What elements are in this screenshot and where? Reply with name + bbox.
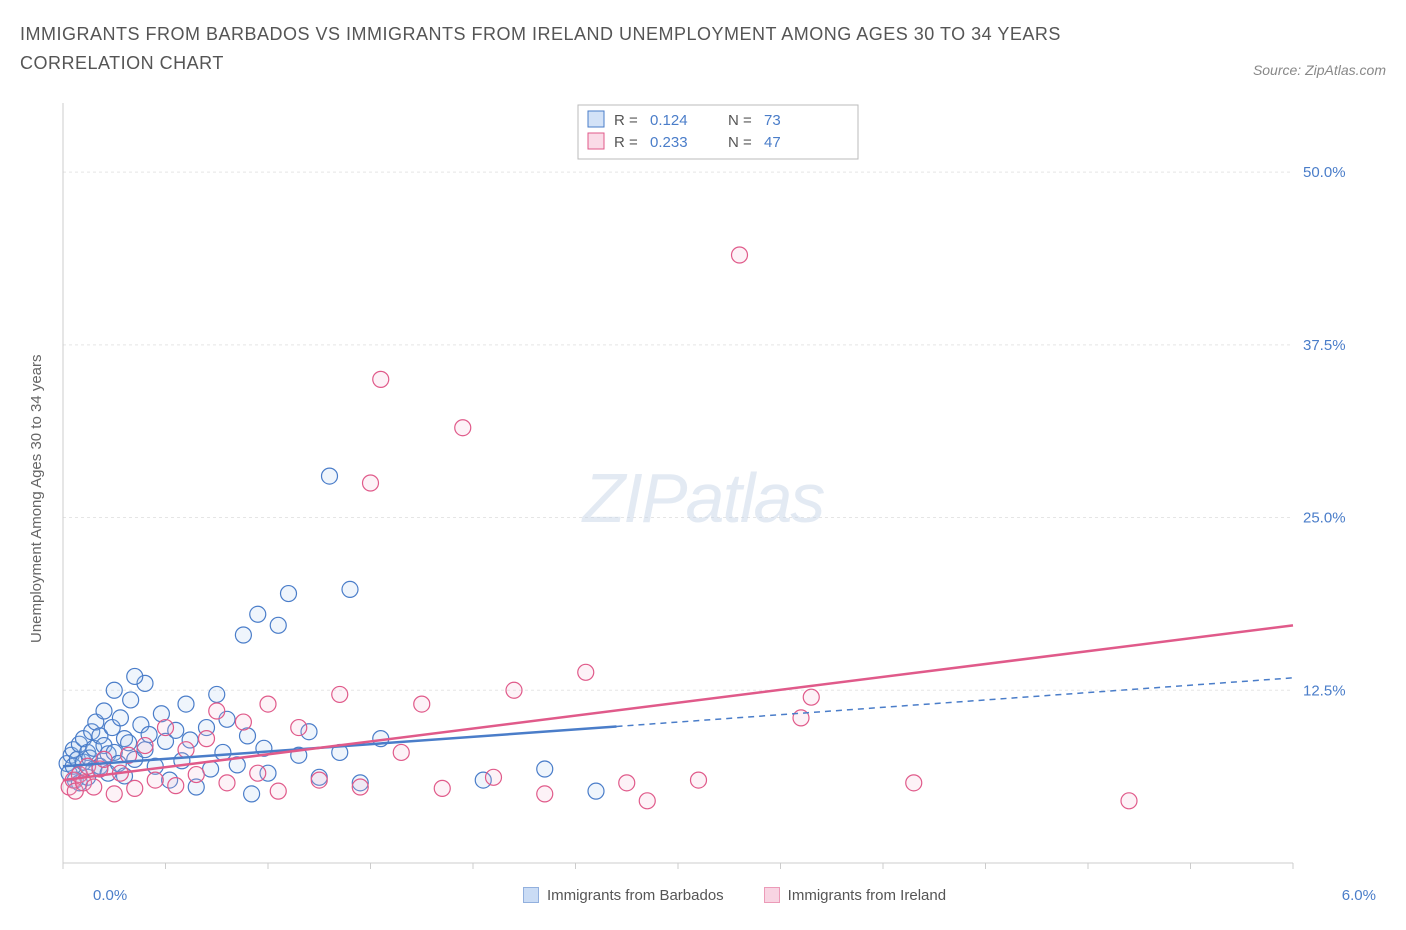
svg-text:N =: N =: [728, 112, 752, 129]
svg-text:0.233: 0.233: [650, 134, 688, 151]
svg-text:R =: R =: [614, 112, 638, 129]
svg-text:73: 73: [764, 112, 781, 129]
svg-text:0.124: 0.124: [650, 112, 688, 129]
legend-item: Immigrants from Barbados: [523, 887, 724, 904]
x-max-label: 6.0%: [1342, 887, 1376, 904]
x-min-label: 0.0%: [93, 887, 127, 904]
svg-text:37.5%: 37.5%: [1303, 336, 1346, 353]
svg-text:50.0%: 50.0%: [1303, 164, 1346, 181]
series-legend: Immigrants from Barbados Immigrants from …: [523, 887, 946, 904]
svg-text:R =: R =: [614, 134, 638, 151]
svg-text:N =: N =: [728, 134, 752, 151]
legend-item: Immigrants from Ireland: [764, 887, 946, 904]
scatter-plot: 12.5% 25.0% 37.5% 50.0% R = 0.124 N = 73 R = 0.23…: [53, 93, 1353, 883]
y-axis-label: Unemployment Among Ages 30 to 34 years: [20, 93, 53, 904]
svg-text:25.0%: 25.0%: [1303, 509, 1346, 526]
source-label: Source: ZipAtlas.com: [1253, 62, 1386, 78]
chart-title: IMMIGRANTS FROM BARBADOS VS IMMIGRANTS F…: [20, 20, 1120, 78]
svg-text:12.5%: 12.5%: [1303, 682, 1346, 699]
svg-text:47: 47: [764, 134, 781, 151]
